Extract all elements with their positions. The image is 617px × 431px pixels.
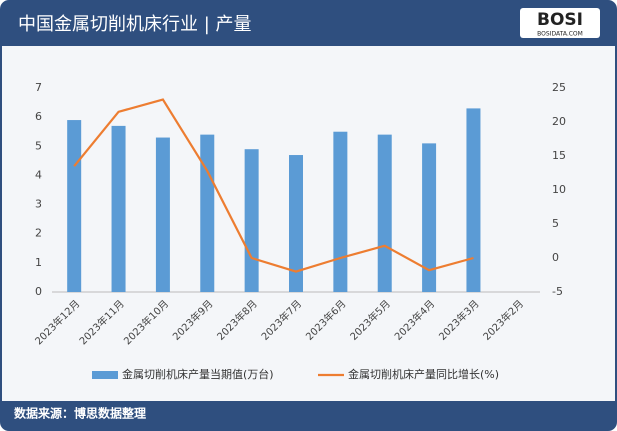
legend-label: 金属切削机床产量同比增长(%) (348, 367, 499, 381)
logo-box (520, 8, 600, 38)
source: 数据来源：博思数据整理 (14, 406, 146, 421)
footer-bar-fill (1, 401, 616, 411)
logo-sub: BOSIDATA.COM (537, 31, 583, 38)
y-tick-label: 0 (35, 285, 42, 298)
y-tick-label: 1 (35, 256, 42, 269)
y-tick-label: 4 (35, 168, 42, 181)
header-bar-fill (1, 36, 616, 46)
bar (67, 120, 82, 292)
header-bar (1, 1, 616, 45)
y2-tick-label: 5 (552, 217, 559, 230)
bar (333, 131, 348, 292)
bar (155, 137, 170, 292)
y2-tick-label: 15 (552, 149, 566, 162)
bar (289, 155, 303, 292)
y2-tick-label: 0 (552, 251, 559, 264)
y2-tick-label: 25 (552, 81, 566, 94)
bar (244, 149, 259, 292)
y-tick-label: 2 (35, 227, 42, 240)
line (73, 98, 474, 273)
bar (111, 125, 126, 292)
legend-swatch (92, 371, 118, 379)
title: 中国金属切削机床行业 | 产量 (18, 14, 252, 35)
y2-tick-label: -5 (552, 285, 563, 298)
bar (377, 134, 392, 292)
y2-tick-label: 10 (552, 183, 566, 196)
bar (422, 143, 437, 292)
y-tick-label: 3 (35, 198, 42, 211)
bar (200, 134, 215, 292)
legend-label: 金属切削机床产量当期值(万台) (122, 367, 274, 381)
y2-tick-label: 20 (552, 115, 566, 128)
y-tick-label: 7 (35, 81, 42, 94)
y-tick-label: 6 (35, 110, 42, 123)
bar (466, 108, 481, 293)
logo: BOSI (537, 10, 583, 30)
y-tick-label: 5 (35, 139, 42, 152)
